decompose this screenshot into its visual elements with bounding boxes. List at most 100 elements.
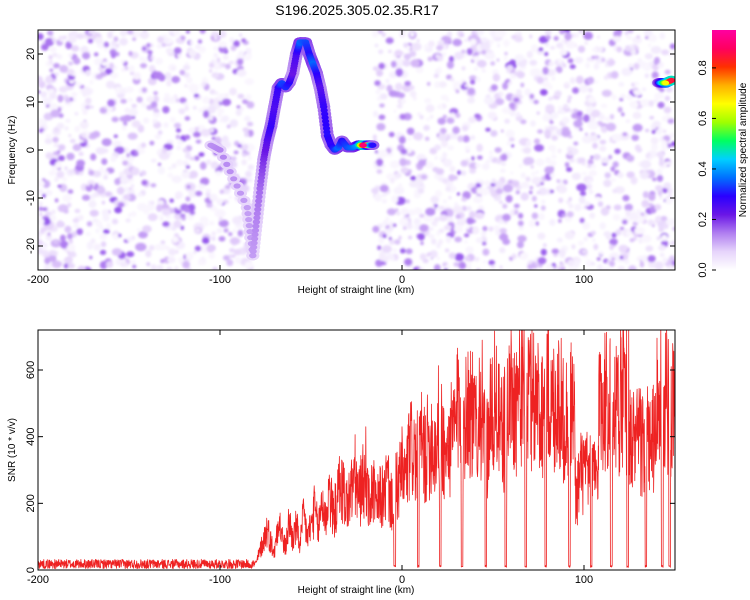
spectrogram-cell	[82, 109, 88, 115]
spectrogram-cell	[665, 86, 673, 93]
spectrogram-cell	[544, 129, 552, 138]
spectrogram-cell	[511, 253, 517, 260]
spectrogram-cell	[150, 158, 157, 163]
spectrogram-cell	[244, 78, 255, 86]
spectrogram-cell	[437, 55, 444, 62]
spectrogram-cell	[490, 130, 498, 137]
spectrogram-cell	[513, 97, 520, 103]
spectrogram-cell	[154, 134, 162, 140]
spectrogram-cell	[193, 250, 197, 255]
spectrogram-cell	[388, 90, 398, 97]
spectrogram-cell	[434, 190, 442, 198]
spectrogram-cell	[446, 117, 455, 124]
spectrogram-cell	[168, 248, 177, 256]
spectrogram-cell	[228, 60, 234, 65]
spectrogram-cell	[121, 125, 127, 131]
spectrogram-cell	[450, 112, 456, 119]
spectrogram-cell	[87, 180, 96, 188]
spectrogram-cell	[597, 201, 604, 207]
spectrogram-cell	[67, 68, 75, 76]
spectrogram-cell	[429, 114, 434, 119]
spectrogram-cell	[173, 220, 182, 229]
spectrogram-cell	[476, 59, 487, 68]
snr-panel: -200 -100 0 100 0 200 400 600 Height of straig…	[7, 329, 676, 596]
spectrogram-cell	[125, 86, 134, 93]
spectrogram-cell	[540, 181, 544, 186]
spectrogram-cell	[523, 156, 535, 166]
spectrogram-cell	[76, 33, 85, 40]
spectrogram-cell	[153, 112, 161, 118]
spectrogram-cell	[42, 207, 48, 211]
spectrogram-cell	[438, 228, 445, 234]
spectrogram-cell	[158, 73, 166, 82]
spectrogram-cell	[93, 52, 99, 57]
spectrogram-cell	[47, 232, 51, 237]
spectrogram-cell	[378, 114, 386, 120]
spectrogram-cell	[399, 158, 407, 167]
spectrogram-cell	[78, 151, 84, 156]
snr-y-label: SNR (10 * v/v)	[7, 418, 18, 482]
spectrogram-cell	[237, 229, 244, 237]
spectrogram-cell	[108, 106, 114, 111]
spectrogram-cell	[185, 30, 190, 34]
ridge-core	[252, 223, 260, 229]
spectrogram-cell	[449, 77, 455, 82]
spectrogram-cell	[372, 225, 380, 233]
spectrogram-cell	[561, 213, 567, 218]
spectrogram-cell	[57, 150, 61, 154]
spectrogram-cell	[202, 96, 211, 104]
spectrogram-cell	[551, 263, 556, 267]
spectrogram-cell	[650, 137, 659, 145]
spectrogram-cell	[182, 160, 189, 166]
spectrogram-cell	[38, 188, 44, 195]
spectrogram-cell	[185, 196, 191, 202]
spectrogram-cell	[184, 105, 189, 111]
spectrogram-cell	[54, 72, 59, 77]
spectrogram-cell	[548, 125, 555, 131]
spectrogram-cell	[670, 240, 675, 245]
spectrogram-cell	[499, 200, 503, 204]
spectrogram-cell	[405, 199, 410, 204]
ridge-core	[255, 194, 263, 200]
spectrogram-cell	[659, 252, 665, 257]
spectrogram-cell	[564, 32, 572, 41]
spectrogram-cell	[639, 261, 645, 268]
colorbar: 0.0 0.2 0.4 0.6 0.8 Normalized spectral ampl…	[697, 30, 749, 278]
spectrogram-cell	[53, 239, 59, 244]
spectrogram-cell	[68, 53, 73, 58]
spectrogram-cell	[499, 265, 503, 269]
spectrogram-cell	[149, 56, 153, 61]
spectrogram-cell	[187, 267, 192, 270]
spectrogram-cell	[124, 186, 130, 193]
spectrogram-cell	[621, 112, 625, 117]
spectrogram-cell	[125, 218, 131, 223]
spectrogram-cell	[388, 131, 395, 138]
spectrogram-cell	[130, 211, 137, 217]
spectrogram-x-tick-label-0: -200	[27, 274, 49, 286]
ridge-core	[236, 190, 245, 196]
spectrogram-cell	[548, 145, 556, 151]
spectrogram-cell	[177, 206, 181, 210]
spectrogram-cell	[656, 168, 663, 176]
spectrogram-cell	[218, 236, 226, 242]
spectrogram-cell	[211, 231, 216, 236]
spectrogram-cell	[446, 216, 454, 223]
spectrogram-cell	[482, 163, 490, 171]
spectrogram-cell	[571, 172, 581, 180]
spectrogram-cell	[68, 61, 74, 66]
ridge-core	[249, 253, 257, 259]
spectrogram-cell	[130, 184, 135, 188]
spectrogram-cell	[46, 30, 54, 36]
spectrogram-cell	[130, 259, 136, 265]
spectrogram-cell	[656, 129, 662, 135]
spectrogram-cell	[557, 266, 561, 270]
spectrogram-x-ticks: -200 -100 0 100	[27, 30, 593, 286]
spectrogram-cell	[61, 176, 68, 182]
spectrogram-cell	[109, 72, 119, 79]
spectrogram-cell	[623, 259, 630, 265]
spectrogram-cell	[195, 139, 202, 144]
spectrogram-cell	[168, 96, 177, 104]
spectrogram-x-label: Height of straight line (km)	[298, 285, 415, 296]
spectrogram-cell	[202, 237, 210, 245]
